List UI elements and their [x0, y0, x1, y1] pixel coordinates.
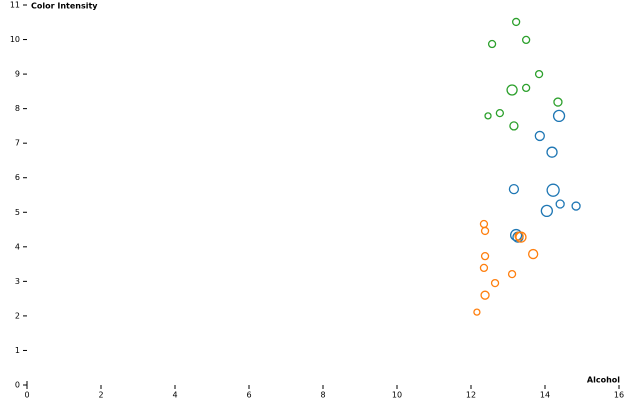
y-tick-label: 4 [15, 242, 20, 251]
x-tick-label: 10 [392, 391, 402, 400]
point [509, 121, 519, 131]
y-tick-label: 1 [15, 346, 20, 355]
point [534, 130, 545, 142]
point [508, 183, 520, 195]
point [546, 183, 560, 197]
x-tick-label: 14 [540, 391, 550, 400]
point [511, 17, 521, 27]
point [495, 108, 505, 118]
x-tick-label: 2 [98, 391, 103, 400]
point [479, 263, 489, 273]
x-tick-label: 8 [320, 391, 325, 400]
x-tick-label: 0 [24, 391, 29, 400]
point [552, 109, 566, 123]
point [546, 146, 558, 158]
y-tick-label: 9 [15, 70, 20, 79]
point [521, 83, 531, 93]
y-tick-label: 11 [10, 1, 20, 10]
point [521, 35, 531, 45]
point [555, 199, 565, 209]
point [484, 112, 492, 120]
point [528, 248, 539, 260]
x-tick-label: 6 [246, 391, 251, 400]
point [487, 39, 497, 49]
y-tick-label: 0 [15, 381, 20, 390]
y-tick-label: 2 [15, 311, 20, 320]
point [506, 84, 518, 96]
point [540, 204, 553, 218]
y-tick-label: 3 [15, 277, 20, 286]
x-tick-label: 4 [172, 391, 177, 400]
y-tick-label: 5 [15, 208, 20, 217]
y-tick-label: 7 [15, 139, 20, 148]
y-tick-label: 10 [10, 35, 20, 44]
point [479, 219, 489, 229]
x-tick-label: 16 [614, 391, 624, 400]
y-axis-label: Color Intensity [31, 2, 98, 11]
point [490, 278, 500, 288]
x-axis-label: Alcohol [587, 376, 620, 385]
y-tick-label: 8 [15, 104, 20, 113]
point [473, 308, 481, 316]
point [553, 97, 563, 107]
point [480, 226, 490, 236]
point [507, 269, 517, 279]
point [480, 251, 490, 261]
point [480, 290, 490, 300]
y-tick-label: 6 [15, 173, 20, 182]
point [509, 228, 523, 242]
point [571, 201, 581, 211]
point [534, 69, 544, 79]
point [515, 231, 527, 243]
x-tick-label: 12 [466, 391, 476, 400]
